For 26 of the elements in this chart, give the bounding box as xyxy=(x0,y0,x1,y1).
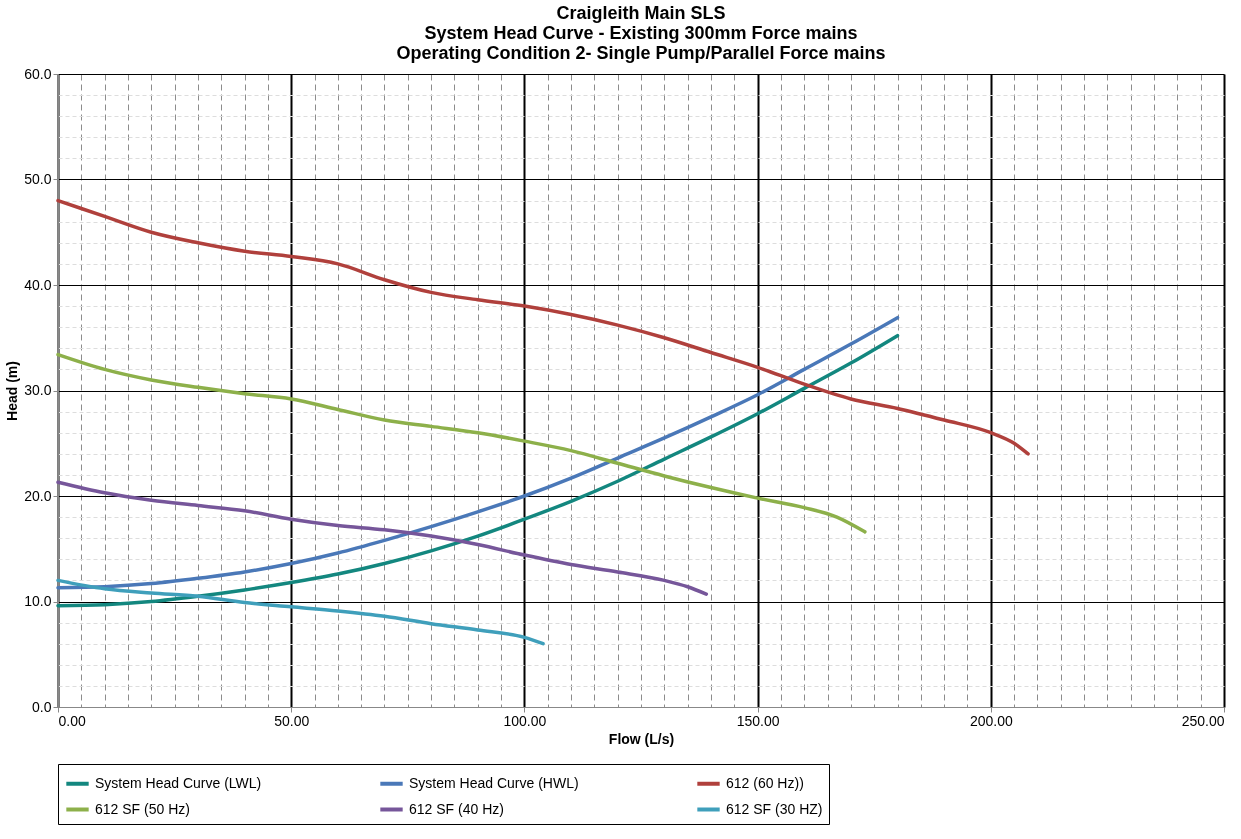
line-series xyxy=(56,352,867,534)
line-series xyxy=(56,480,709,596)
legend-label: 612 SF (40 Hz) xyxy=(409,800,504,817)
y-tick-label: 30.0 xyxy=(24,382,52,398)
y-tick-label: 10.0 xyxy=(24,593,52,609)
line-series xyxy=(56,198,1030,456)
x-tick-label: 100.00 xyxy=(503,712,547,729)
x-tick-label: 150.00 xyxy=(736,712,780,729)
line-series xyxy=(56,578,545,646)
y-tick-label: 60.0 xyxy=(24,65,52,82)
legend-label: 612 SF (30 HZ) xyxy=(726,800,823,817)
x-tick-label: 50.00 xyxy=(274,712,310,729)
y-tick-label: 20.0 xyxy=(24,487,52,504)
y-axis-title: Head (m) xyxy=(4,361,21,421)
legend-label: System Head Curve (HWL) xyxy=(409,774,579,791)
chart-title: Craigleith Main SLS System Head Curve - Existing 300mm Force mains Operating Condition 2- Single Pump/Parallel Force mains xyxy=(396,3,886,63)
x-axis-title: Flow (L/s) xyxy=(608,730,675,747)
legend-label: 612 (60 Hz)) xyxy=(726,774,804,791)
legend-label: System Head Curve (LWL) xyxy=(95,774,262,791)
x-tick-label: 200.00 xyxy=(969,712,1013,729)
y-tick-label: 50.0 xyxy=(24,171,52,187)
legend-label: 612 SF (50 Hz) xyxy=(95,800,190,817)
y-tick-label: 0.0 xyxy=(32,698,52,715)
y-tick-label: 40.0 xyxy=(24,276,52,293)
x-tick-label: 250.00 xyxy=(1181,712,1225,729)
x-tick-label: 0.00 xyxy=(58,712,86,729)
